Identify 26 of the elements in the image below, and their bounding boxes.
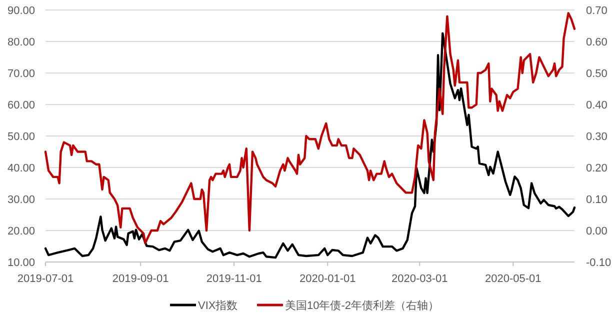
y-tick-label: 10.00	[7, 257, 35, 269]
y2-tick-label: 0.10	[586, 194, 608, 206]
y2-tick-label: 0.70	[586, 5, 608, 17]
x-tick-label: 2020-05-01	[485, 273, 542, 285]
x-tick-label: 2019-09-01	[112, 273, 169, 285]
y2-tick-label: 0.00	[586, 226, 608, 238]
legend-label: VIX指数	[198, 300, 238, 312]
legend-label: 美国10年债-2年债利差（右轴）	[285, 299, 440, 312]
x-tick-label: 2020-03-01	[391, 273, 448, 285]
y2-tick-label: -0.10	[586, 257, 612, 269]
y2-tick-label: 0.40	[586, 100, 608, 112]
y-tick-label: 60.00	[7, 100, 35, 112]
y2-tick-label: 0.30	[586, 131, 608, 143]
y-tick-label: 70.00	[7, 68, 35, 80]
y-tick-label: 30.00	[7, 194, 35, 206]
x-tick-label: 2020-01-01	[299, 273, 356, 285]
y2-tick-label: 0.50	[586, 68, 608, 80]
y-tick-label: 50.00	[7, 131, 35, 143]
y2-tick-label: 0.20	[586, 162, 608, 174]
y-tick-label: 90.00	[7, 5, 35, 17]
y-tick-label: 20.00	[7, 226, 35, 238]
y2-tick-label: 0.60	[586, 36, 608, 48]
x-tick-label: 2019-07-01	[17, 273, 74, 285]
y-tick-label: 40.00	[7, 162, 35, 174]
y-tick-label: 80.00	[7, 36, 35, 48]
x-tick-label: 2019-11-01	[206, 273, 262, 285]
